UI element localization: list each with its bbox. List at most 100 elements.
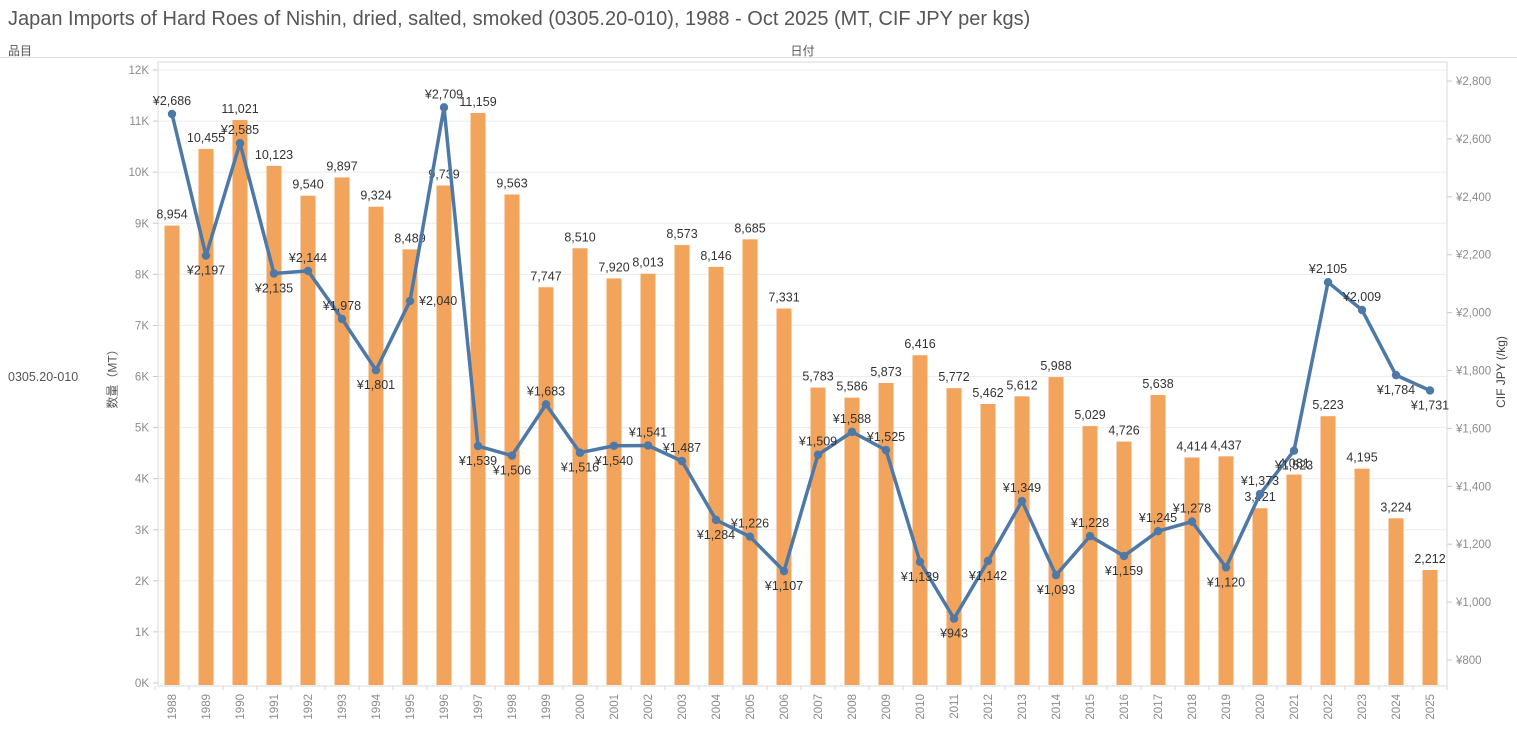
x-label-2019[interactable]: 2019 [1221, 694, 1233, 720]
x-label-2013[interactable]: 2013 [1017, 694, 1029, 720]
x-label-1989[interactable]: 1989 [201, 694, 213, 720]
x-label-1988[interactable]: 1988 [167, 694, 179, 720]
x-label-2006[interactable]: 2006 [779, 694, 791, 720]
price-point-2018[interactable] [1187, 517, 1197, 526]
x-label-1998[interactable]: 1998 [507, 694, 519, 720]
bar-1995[interactable] [402, 249, 418, 685]
x-label-2003[interactable]: 2003 [677, 694, 689, 720]
price-point-2005[interactable] [745, 532, 755, 541]
price-point-2003[interactable] [677, 456, 687, 466]
x-label-1990[interactable]: 1990 [235, 694, 247, 720]
x-label-2022[interactable]: 2022 [1323, 694, 1335, 720]
price-point-2010[interactable] [915, 557, 925, 567]
bar-2007[interactable] [810, 387, 826, 685]
bar-2014[interactable] [1048, 377, 1064, 685]
bar-2021[interactable] [1286, 474, 1302, 685]
price-point-2023[interactable] [1357, 305, 1367, 315]
price-point-1993[interactable] [337, 314, 347, 324]
bar-2024[interactable] [1388, 518, 1404, 685]
price-point-1989[interactable] [201, 251, 211, 260]
price-point-2004[interactable] [711, 515, 721, 525]
bar-2018[interactable] [1184, 457, 1200, 685]
bar-2013[interactable] [1014, 396, 1030, 685]
x-label-2010[interactable]: 2010 [915, 694, 927, 720]
bar-1993[interactable] [334, 177, 350, 685]
price-point-2011[interactable] [949, 614, 959, 623]
bar-1991[interactable] [266, 165, 282, 685]
x-label-2005[interactable]: 2005 [745, 694, 757, 720]
bar-1999[interactable] [538, 287, 554, 685]
bar-2008[interactable] [844, 397, 860, 685]
bar-1994[interactable] [368, 206, 384, 685]
x-label-2025[interactable]: 2025 [1425, 694, 1437, 720]
x-label-1994[interactable]: 1994 [371, 693, 383, 719]
x-label-2021[interactable]: 2021 [1289, 694, 1301, 720]
x-label-2002[interactable]: 2002 [643, 694, 655, 720]
bar-2016[interactable] [1116, 441, 1132, 685]
price-point-2022[interactable] [1323, 278, 1333, 287]
x-label-2018[interactable]: 2018 [1187, 694, 1199, 720]
x-label-2011[interactable]: 2011 [949, 694, 961, 719]
x-label-1995[interactable]: 1995 [405, 694, 417, 720]
bar-2004[interactable] [708, 266, 724, 685]
x-label-2007[interactable]: 2007 [813, 694, 825, 720]
x-label-2000[interactable]: 2000 [575, 694, 587, 720]
bar-2017[interactable] [1150, 394, 1166, 685]
bar-1992[interactable] [300, 195, 316, 686]
x-label-1996[interactable]: 1996 [439, 694, 451, 720]
x-label-2008[interactable]: 2008 [847, 694, 859, 720]
bar-2009[interactable] [878, 382, 894, 685]
price-point-2020[interactable] [1255, 489, 1265, 499]
price-point-2019[interactable] [1221, 563, 1231, 572]
bar-1989[interactable] [198, 148, 214, 685]
price-point-2021[interactable] [1289, 446, 1299, 455]
price-point-1998[interactable] [507, 451, 517, 460]
bar-2010[interactable] [912, 355, 928, 685]
price-point-1991[interactable] [269, 269, 279, 278]
bar-2002[interactable] [640, 273, 656, 685]
bar-2022[interactable] [1320, 416, 1336, 685]
price-point-2017[interactable] [1153, 526, 1163, 536]
bar-1990[interactable] [232, 120, 248, 686]
x-label-1991[interactable]: 1991 [269, 694, 281, 720]
bar-2012[interactable] [980, 403, 996, 685]
bar-1996[interactable] [436, 185, 452, 685]
price-point-2006[interactable] [779, 566, 789, 576]
price-point-2025[interactable] [1425, 386, 1435, 395]
price-point-1994[interactable] [371, 366, 381, 375]
price-point-2009[interactable] [881, 445, 891, 455]
x-label-2001[interactable]: 2001 [609, 694, 621, 720]
bar-1997[interactable] [470, 112, 486, 686]
x-label-2017[interactable]: 2017 [1153, 694, 1165, 720]
x-label-2009[interactable]: 2009 [881, 694, 893, 720]
bar-2005[interactable] [742, 239, 758, 685]
x-label-2004[interactable]: 2004 [711, 693, 723, 719]
x-label-2024[interactable]: 2024 [1391, 693, 1403, 719]
price-point-2013[interactable] [1017, 496, 1027, 506]
x-label-2020[interactable]: 2020 [1255, 694, 1267, 720]
price-point-2024[interactable] [1391, 370, 1401, 380]
bar-2020[interactable] [1252, 508, 1268, 685]
price-point-1999[interactable] [541, 400, 551, 409]
x-label-2014[interactable]: 2014 [1051, 693, 1063, 719]
price-point-2015[interactable] [1085, 531, 1095, 541]
price-point-2016[interactable] [1119, 551, 1129, 561]
price-point-2014[interactable] [1051, 570, 1061, 580]
bar-1998[interactable] [504, 194, 520, 685]
bar-2025[interactable] [1422, 570, 1438, 685]
price-point-1996[interactable] [439, 103, 449, 112]
x-label-2015[interactable]: 2015 [1085, 694, 1097, 720]
bar-2006[interactable] [776, 308, 792, 685]
price-point-1988[interactable] [167, 109, 177, 119]
x-label-1993[interactable]: 1993 [337, 694, 349, 720]
x-label-2012[interactable]: 2012 [983, 694, 995, 720]
bar-2023[interactable] [1354, 468, 1370, 685]
bar-2000[interactable] [572, 248, 588, 686]
price-point-1997[interactable] [473, 441, 483, 451]
bar-2001[interactable] [606, 278, 622, 685]
price-point-2007[interactable] [813, 450, 823, 459]
price-point-1995[interactable] [405, 296, 415, 306]
x-label-2016[interactable]: 2016 [1119, 694, 1131, 720]
price-point-2001[interactable] [609, 441, 619, 450]
x-label-1999[interactable]: 1999 [541, 694, 553, 720]
